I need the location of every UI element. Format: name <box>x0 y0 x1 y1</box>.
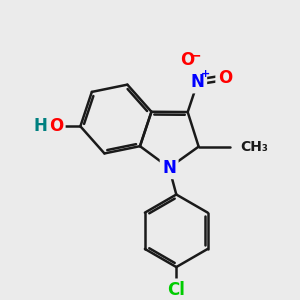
Text: +: + <box>201 69 210 79</box>
Text: O: O <box>218 69 232 87</box>
Text: O: O <box>49 117 63 135</box>
Text: Cl: Cl <box>167 281 185 299</box>
Text: N: N <box>162 159 176 177</box>
Text: O: O <box>181 51 195 69</box>
Text: N: N <box>191 73 205 91</box>
Text: −: − <box>190 48 202 62</box>
Text: H: H <box>33 117 47 135</box>
Text: CH₃: CH₃ <box>240 140 268 154</box>
